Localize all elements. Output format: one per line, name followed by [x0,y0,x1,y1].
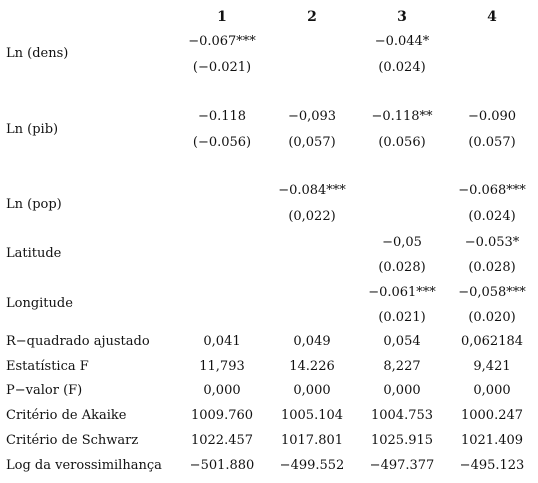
ln-pib-coef-1: −0.118 [197,109,247,124]
stat-label-akaike: Critério de Akaike [6,408,127,423]
stat-f-1: 11,793 [199,359,245,374]
ln-pib-se-4: (0.057) [468,135,516,150]
stat-r2-3: 0,054 [383,334,421,349]
row-label-ln-pib: Ln (pib) [6,122,59,137]
stat-loglik-4: −495.123 [459,458,525,473]
stat-r2-4: 0,062184 [460,334,524,349]
ln-pop-se-2: (0,022) [288,209,336,224]
stat-akaike-1: 1009.760 [190,408,254,423]
ln-dens-se-1: (−0.021) [192,60,252,75]
stat-label-loglik: Log da verossimilhança [6,458,162,473]
latitude-coef-4: −0.053* [464,235,520,250]
stat-loglik-2: −499.552 [279,458,345,473]
stat-r2-2: 0,049 [293,334,331,349]
column-header-3: 3 [397,9,407,25]
ln-pib-se-2: (0,057) [288,135,336,150]
column-header-1: 1 [217,9,227,25]
ln-pib-se-3: (0.056) [378,135,426,150]
stat-loglik-1: −501.880 [189,458,255,473]
stat-pvalue-4: 0,000 [473,383,511,398]
stat-pvalue-1: 0,000 [203,383,241,398]
stat-schwarz-4: 1021.409 [460,433,524,448]
stat-f-2: 14.226 [289,359,335,374]
stat-akaike-4: 1000.247 [460,408,524,423]
ln-pop-se-4: (0.024) [468,209,516,224]
stat-schwarz-1: 1022.457 [190,433,254,448]
stat-f-4: 9,421 [473,359,511,374]
ln-pib-se-1: (−0.056) [192,135,252,150]
stat-label-schwarz: Critério de Schwarz [6,433,139,448]
longitude-coef-4: −0,058*** [458,285,526,300]
latitude-coef-3: −0,05 [382,235,422,250]
stat-pvalue-3: 0,000 [383,383,421,398]
ln-pib-coef-3: −0.118** [371,109,433,124]
row-label-ln-dens: Ln (dens) [6,46,69,61]
stat-schwarz-3: 1025.915 [370,433,434,448]
ln-dens-coef-1: −0.067*** [188,34,256,49]
stat-label-r2: R−quadrado ajustado [6,334,150,349]
stat-r2-1: 0,041 [203,334,241,349]
row-label-latitude: Latitude [6,246,62,261]
stat-pvalue-2: 0,000 [293,383,331,398]
stat-label-f: Estatística F [6,359,89,374]
ln-pop-coef-2: −0.084*** [278,183,346,198]
row-label-longitude: Longitude [6,296,73,311]
row-label-ln-pop: Ln (pop) [6,197,62,212]
stat-schwarz-2: 1017.801 [280,433,344,448]
longitude-coef-3: −0.061*** [368,285,436,300]
stat-akaike-3: 1004.753 [370,408,434,423]
stat-akaike-2: 1005.104 [280,408,344,423]
longitude-se-3: (0.021) [378,310,426,325]
ln-dens-se-3: (0.024) [378,60,426,75]
stat-label-pvalue: P−valor (F) [6,383,83,398]
stat-f-3: 8,227 [383,359,421,374]
ln-pib-coef-2: −0,093 [287,109,337,124]
stat-loglik-3: −497.377 [369,458,435,473]
longitude-se-4: (0.020) [468,310,516,325]
ln-dens-coef-3: −0.044* [374,34,430,49]
latitude-se-4: (0.028) [468,260,516,275]
ln-pib-coef-4: −0.090 [467,109,517,124]
column-header-4: 4 [487,9,497,25]
column-header-2: 2 [307,9,317,25]
ln-pop-coef-4: −0.068*** [458,183,526,198]
latitude-se-3: (0.028) [378,260,426,275]
